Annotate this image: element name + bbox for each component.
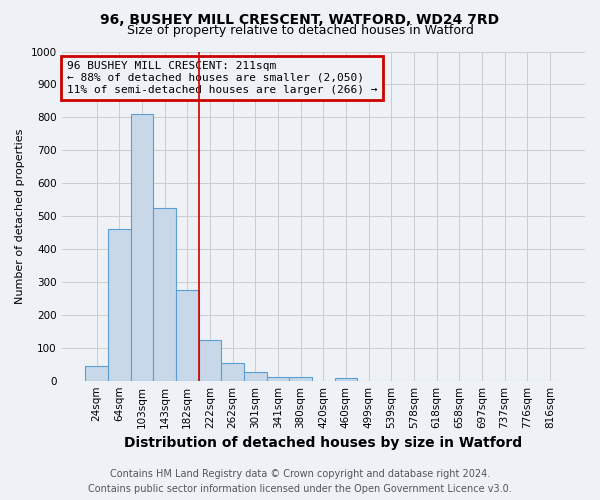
Text: Size of property relative to detached houses in Watford: Size of property relative to detached ho… xyxy=(127,24,473,37)
Bar xyxy=(176,290,199,380)
Bar xyxy=(131,114,154,380)
Bar xyxy=(85,366,108,380)
Bar xyxy=(289,378,312,380)
Text: 96, BUSHEY MILL CRESCENT, WATFORD, WD24 7RD: 96, BUSHEY MILL CRESCENT, WATFORD, WD24 … xyxy=(100,12,500,26)
X-axis label: Distribution of detached houses by size in Watford: Distribution of detached houses by size … xyxy=(124,436,523,450)
Text: 96 BUSHEY MILL CRESCENT: 211sqm
← 88% of detached houses are smaller (2,050)
11%: 96 BUSHEY MILL CRESCENT: 211sqm ← 88% of… xyxy=(67,62,377,94)
Text: Contains HM Land Registry data © Crown copyright and database right 2024.
Contai: Contains HM Land Registry data © Crown c… xyxy=(88,469,512,494)
Bar xyxy=(244,372,266,380)
Bar xyxy=(154,208,176,380)
Y-axis label: Number of detached properties: Number of detached properties xyxy=(15,128,25,304)
Bar xyxy=(199,340,221,380)
Bar xyxy=(108,230,131,380)
Bar xyxy=(335,378,357,380)
Bar xyxy=(221,362,244,380)
Bar xyxy=(266,378,289,380)
